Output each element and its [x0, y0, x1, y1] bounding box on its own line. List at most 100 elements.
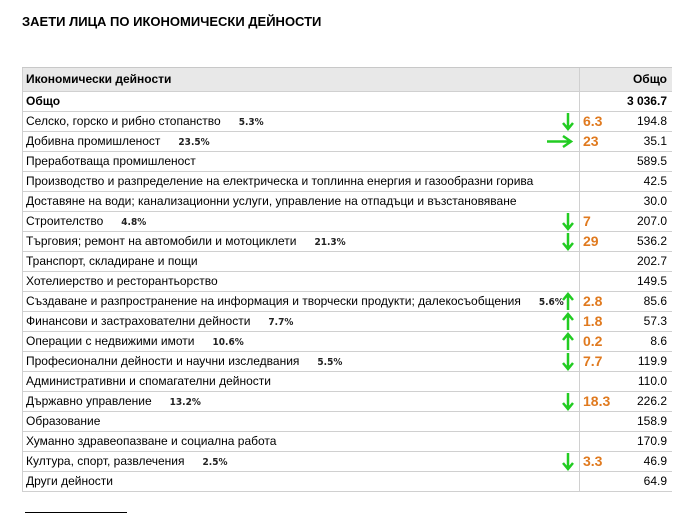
value-cell: 149.5 [579, 272, 667, 291]
value-cell: 226.2 [579, 392, 667, 411]
table-row: Хуманно здравеопазване и социална работа… [22, 432, 672, 452]
header-text: Общо [632, 72, 667, 86]
trend-arrow [562, 393, 574, 411]
row-label-cell: Общо [26, 92, 60, 111]
row-label-cell: Преработваща промишленост [26, 152, 196, 171]
row-label: Култура, спорт, развлечения [26, 454, 185, 468]
value-cell: 589.5 [579, 152, 667, 171]
value-cell: 194.8 [579, 112, 667, 131]
value-cell: 8.6 [579, 332, 667, 351]
header-cell: Общо [579, 68, 667, 91]
value-cell: 170.9 [579, 432, 667, 451]
table-row: Строителство 4.8% 207.0 7 [22, 212, 672, 232]
arrow-shape [562, 353, 574, 371]
table-row: Хотелиерство и ресторантьорство 149.5 [22, 272, 672, 292]
row-label-cell: Други дейности [26, 472, 113, 491]
row-label: Административни и спомагателни дейности [26, 374, 271, 388]
arrow-shape [562, 113, 574, 131]
row-label: Общо [26, 94, 61, 108]
change-note: 7.7 [583, 353, 603, 369]
row-label: Създаване и разпространение на информаци… [26, 294, 521, 308]
trend-arrow [547, 134, 574, 149]
table-row: Търговия; ремонт на автомобили и мотоцик… [22, 232, 672, 252]
share-note: 5.3% [238, 117, 264, 128]
row-label-cell: Строителство 4.8% [26, 212, 146, 232]
change-note: 6.3 [583, 113, 603, 129]
row-label-cell: Образование [26, 412, 100, 431]
row-value: 226.2 [636, 394, 667, 408]
value-cell: 35.1 [579, 132, 667, 151]
row-label: Доставяне на води; канализационни услуги… [26, 194, 517, 208]
share-note: 10.6% [212, 337, 244, 348]
table-row: Преработваща промишленост 589.5 [22, 152, 672, 172]
table-row: Държавно управление 13.2% 226.2 18.3 [22, 392, 672, 412]
row-label-cell: Доставяне на води; канализационни услуги… [26, 192, 517, 211]
table-row: Създаване и разпространение на информаци… [22, 292, 672, 312]
row-value: 64.9 [643, 474, 667, 488]
value-cell: 85.6 [579, 292, 667, 311]
change-note: 18.3 [583, 393, 611, 409]
row-label-cell: Финансови и застрахователни дейности 7.7% [26, 312, 293, 332]
row-label: Професионални дейности и научни изследва… [26, 354, 300, 368]
value-cell: 3 036.7 [579, 92, 667, 111]
row-value: 46.9 [643, 454, 667, 468]
row-label-cell: Добивна промишленост 23.5% [26, 132, 210, 152]
change-note: 7 [583, 213, 591, 229]
change-note: 23 [583, 133, 599, 149]
row-label-cell: Създаване и разпространение на информаци… [26, 292, 564, 312]
row-label: Преработваща промишленост [26, 154, 196, 168]
row-label-cell: Търговия; ремонт на автомобили и мотоцик… [26, 232, 346, 252]
share-note: 7.7% [268, 317, 294, 328]
arrow-shape [562, 453, 574, 471]
row-value: 8.6 [650, 334, 667, 348]
row-value: 158.9 [636, 414, 667, 428]
row-label: Финансови и застрахователни дейности [26, 314, 251, 328]
share-note: 2.5% [202, 457, 228, 468]
table-row: Селско, горско и рибно стопанство 5.3% 194… [22, 112, 672, 132]
row-label: Строителство [26, 214, 104, 228]
footnote-rule [25, 512, 127, 513]
share-note: 5.5% [317, 357, 343, 368]
row-label-cell: Държавно управление 13.2% [26, 392, 201, 412]
table-row: Култура, спорт, развлечения 2.5% 46.9 3.3 [22, 452, 672, 472]
row-label: Селско, горско и рибно стопанство [26, 114, 221, 128]
row-value: 589.5 [636, 154, 667, 168]
arrow-shape [562, 332, 574, 350]
row-value: 3 036.7 [626, 94, 667, 108]
row-label-cell: Производство и разпределение на електрич… [26, 172, 533, 191]
row-value: 170.9 [636, 434, 667, 448]
row-label: Други дейности [26, 474, 113, 488]
trend-arrow [562, 453, 574, 471]
table: Икономически дейности Общо Общо 3 036.7 Се… [22, 67, 672, 492]
row-label: Добивна промишленост [26, 134, 161, 148]
table-row: Образование 158.9 [22, 412, 672, 432]
row-value: 536.2 [636, 234, 667, 248]
row-label: Операции с недвижими имоти [26, 334, 195, 348]
row-value: 119.9 [637, 354, 667, 368]
value-cell: 46.9 [579, 452, 667, 471]
row-value: 194.8 [636, 114, 667, 128]
table-row: Други дейности 64.9 [22, 472, 672, 492]
share-note: 4.8% [121, 217, 147, 228]
trend-arrow [562, 213, 574, 231]
table-row: Административни и спомагателни дейности 1… [22, 372, 672, 392]
table-row: Операции с недвижими имоти 10.6% 8.6 0.2 [22, 332, 672, 352]
value-cell: 30.0 [579, 192, 667, 211]
value-cell: 202.7 [579, 252, 667, 271]
row-label-cell: Транспорт, складиране и пощи [26, 252, 198, 271]
change-note: 1.8 [583, 313, 603, 329]
row-label-cell: Операции с недвижими имоти 10.6% [26, 332, 244, 352]
row-value: 57.3 [643, 314, 667, 328]
trend-arrow [562, 353, 574, 371]
arrow-shape [562, 292, 574, 310]
value-cell: 42.5 [579, 172, 667, 191]
row-value: 35.1 [643, 134, 667, 148]
table-header: Икономически дейности Общо [22, 68, 672, 92]
trend-arrow [562, 312, 574, 330]
row-label-cell: Професионални дейности и научни изследва… [26, 352, 342, 372]
arrow-shape [562, 213, 574, 231]
trend-arrow [562, 332, 574, 350]
arrow-shape [562, 233, 574, 251]
table-row: Общо 3 036.7 [22, 92, 672, 112]
